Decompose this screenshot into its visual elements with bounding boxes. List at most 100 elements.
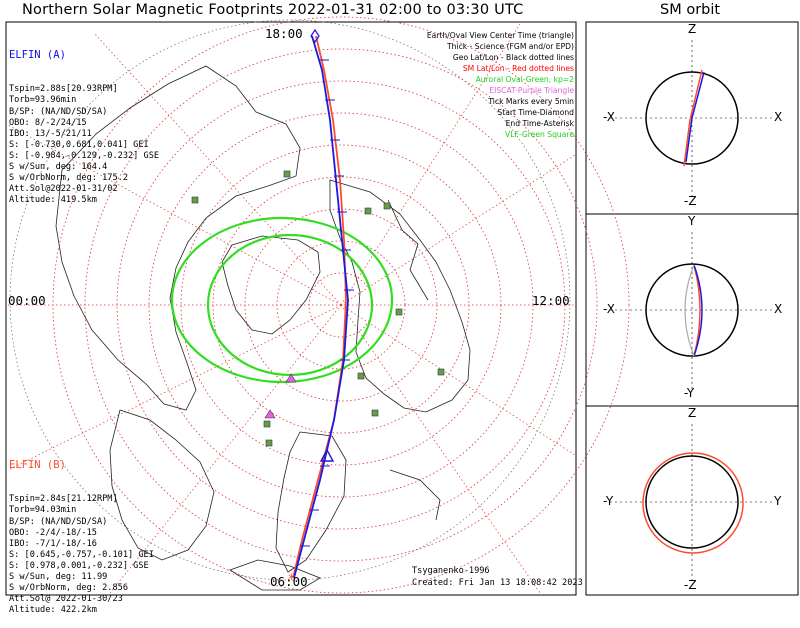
sm-meridian: [109, 304, 342, 594]
legend-entry: VLF-Green Square: [505, 130, 574, 139]
vlf-square: [364, 207, 372, 215]
elfin-a-line: Torb=93.96min: [9, 95, 77, 106]
vlf-square: [395, 308, 403, 316]
vlf-square: [263, 420, 271, 428]
orbit-trace-b: [683, 69, 703, 167]
eiscat-sites: [264, 373, 297, 419]
orbit-frame: [585, 21, 799, 596]
legend-entry: EISCAT-Purple Triangle: [489, 86, 574, 95]
elfin-b-lines: Tspin=2.84s[21.12RPM] Torb=94.03min B/SP: …: [9, 494, 154, 616]
legend: Earth/Oval View Center Time (triangle) Th…: [374, 30, 574, 140]
orbit-axis-label-right: X: [774, 110, 783, 124]
trace-ticks: [300, 59, 354, 547]
orbit-axis-label-top: Z: [688, 22, 697, 36]
elfin-a-line: Att.Sol@2022-01-31/02: [9, 184, 118, 195]
antarctica-hint-outline: [229, 559, 321, 591]
sm-meridian: [340, 154, 576, 306]
north-america-outline: [329, 179, 471, 413]
elfin-a-line: S: [-0.730,0.681,0.041] GEI: [9, 139, 149, 150]
sm-meridian: [340, 304, 576, 456]
elfin-a-lines: Tspin=2.88s[20.93RPM] Torb=93.96min B/SP: …: [9, 84, 159, 206]
elfin-b-line: S w/Sun, deg: 11.99: [9, 572, 108, 583]
map-frame: [5, 21, 577, 596]
elfin-a-line: S w/OrbNorm, deg: 175.2: [9, 173, 128, 184]
orbit-trace-a: [693, 264, 703, 357]
auroral-oval-outer: [170, 216, 394, 384]
elfin-a-line: S w/Sun, deg: 164.4: [9, 162, 108, 173]
elfin-b-line: Altitude: 422.2km: [9, 605, 97, 616]
legend-entry: Tick Marks every 5min: [488, 97, 574, 106]
vlf-stations: [191, 170, 445, 447]
coast-detail: [387, 199, 429, 301]
legend-entry: End Time-Asterisk: [505, 119, 574, 128]
orbit-title: SM orbit: [660, 2, 721, 18]
vlf-square: [437, 368, 445, 376]
elfin-b-line: B/SP: (NA/ND/SD/SA): [9, 516, 108, 527]
orbit-axis-label-left: -X: [603, 302, 615, 316]
orbit-panel-xz: [610, 40, 775, 198]
orbit-trace-a: [685, 71, 705, 163]
legend-entry: Start Time-Diamond: [497, 108, 574, 117]
orbit-axis-label-bottom: -Z: [684, 194, 697, 208]
legend-entry: Auroral Oval-Green, kp=2: [475, 75, 574, 84]
africa-outline: [109, 409, 215, 561]
elfin-b-info: ELFIN (B) Tspin=2.84s[21.12RPM] Torb=94.0…: [9, 437, 154, 628]
orbit-trace-grey: [684, 264, 695, 357]
elfin-a-info: ELFIN (A) Tspin=2.88s[20.93RPM] Torb=93.9…: [9, 27, 159, 218]
orbit-panel-yz: [610, 424, 775, 582]
elfin-a-line: Tspin=2.88s[20.93RPM]: [9, 84, 118, 95]
sm-lat-circle: [84, 48, 598, 562]
geo-grid: [9, 19, 571, 581]
orbit-axis-label-left: -Y: [603, 494, 614, 508]
footprint-traces: [292, 35, 349, 579]
elfin-b-line: OBO: -2/4/-18/-15: [9, 527, 97, 538]
vlf-square: [371, 409, 379, 417]
elfin-a-line: OBO: 8/-2/24/15: [9, 117, 87, 128]
elfin-b-line: S: [0.978,0.001,-0.232] GSE: [9, 560, 149, 571]
sm-meridian: [7, 124, 342, 306]
credits-created: Created: Fri Jan 13 18:08:42 2023: [412, 578, 583, 588]
coastlines: [55, 65, 471, 591]
orbit-axis-label-left: -X: [603, 110, 615, 124]
footprint-map: *: [5, 16, 799, 596]
eurasia-outline: [55, 65, 301, 411]
orbit-axis-label-right: X: [774, 302, 783, 316]
geo-lat-circle: [9, 19, 571, 581]
vlf-square: [383, 202, 391, 210]
elfin-b-trace: [292, 35, 347, 579]
greenland-outline: [221, 235, 321, 335]
vlf-square: [191, 196, 199, 204]
orbit-axis-label-top: Z: [688, 406, 697, 420]
sm-meridian: [94, 33, 342, 306]
elfin-a-line: B/SP: (NA/ND/SD/SA): [9, 106, 108, 117]
orbit-axis-label-bottom: -Z: [684, 578, 697, 592]
legend-entry: Earth/Oval View Center Time (triangle): [426, 31, 574, 40]
eiscat-triangle: [285, 373, 297, 383]
orbit-axis-label-top: Y: [688, 214, 696, 228]
elfin-b-line: Tspin=2.84s[21.12RPM]: [9, 494, 118, 505]
time-label-top: 18:00: [265, 26, 303, 41]
elfin-b-line: IBO: -7/1/-18/-16: [9, 538, 97, 549]
credits-author: Tsyganenko-1996: [412, 566, 490, 576]
page-title: Northern Solar Magnetic Footprints 2022-…: [22, 2, 524, 18]
start-diamond: [310, 28, 320, 44]
time-label-left: 00:00: [8, 293, 46, 308]
orbit-trace-b: [693, 264, 701, 357]
elfin-a-line: S: [-0.984,-0.129,-0.232] GSE: [9, 150, 160, 161]
orbit-axis-label-right: Y: [774, 494, 782, 508]
vlf-square: [357, 372, 365, 380]
elfin-b-line: S: [0.645,-0.757,-0.101] GEI: [9, 549, 154, 560]
legend-entry: SM Lat/Lon - Red dotted lines: [462, 64, 574, 73]
auroral-oval: [170, 216, 394, 384]
sm-meridians: [7, 23, 576, 594]
legend-entry: Thick - Science (FGM and/or EPD): [447, 42, 574, 51]
eiscat-triangle: [264, 409, 276, 419]
elfin-a-trace: [293, 35, 349, 579]
end-asterisk: *: [288, 572, 295, 588]
orbit-panel-xy: [610, 232, 775, 390]
orbit-trace-b: [642, 452, 744, 554]
elfin-b-line: Att.Sol@ 2022-01-30/23: [9, 594, 123, 605]
orbit-axis-label-bottom: -Y: [684, 386, 695, 400]
coast-detail: [389, 469, 441, 521]
south-america-outline: [275, 431, 347, 573]
